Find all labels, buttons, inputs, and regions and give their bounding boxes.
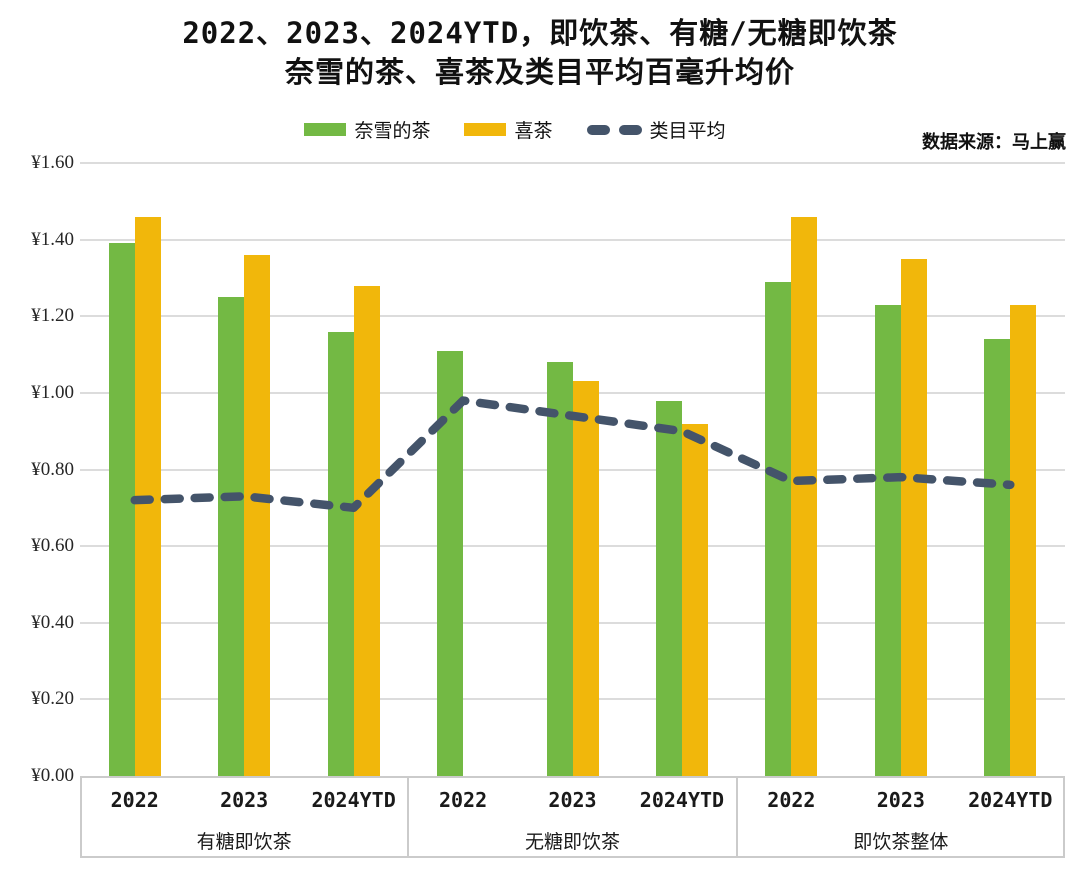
bar-naixue-2024YTD bbox=[984, 339, 1011, 776]
chart-title-line2: 奈雪的茶、喜茶及类目平均百毫升均价 bbox=[284, 55, 795, 89]
y-axis-tick-label: ¥1.60 bbox=[31, 152, 74, 173]
bar-heytea-2024YTD bbox=[681, 423, 708, 776]
x-axis-year-label: 2024YTD bbox=[968, 788, 1053, 812]
category-axis-divider bbox=[407, 776, 410, 858]
y-axis-tick-label: ¥1.40 bbox=[31, 228, 74, 250]
x-axis-year-label: 2022 bbox=[110, 788, 159, 812]
x-axis-year-label: 2024YTD bbox=[311, 788, 396, 812]
bar-naixue-2022 bbox=[108, 243, 135, 776]
chart-title-line1: 2022、2023、2024YTD，即饮茶、有糖/无糖即饮茶 bbox=[182, 16, 898, 50]
category-axis-box bbox=[80, 776, 1065, 858]
bar-naixue-2024YTD bbox=[327, 331, 354, 776]
bar-heytea-2024YTD bbox=[353, 285, 380, 776]
y-axis-tick-label: ¥0.20 bbox=[31, 688, 74, 710]
bar-naixue-2024YTD bbox=[655, 400, 682, 776]
x-axis-group-label: 有糖即饮茶 bbox=[196, 832, 292, 853]
x-axis-group-label: 即饮茶整体 bbox=[853, 832, 949, 853]
bar-naixue-2022 bbox=[437, 350, 464, 776]
gridline bbox=[80, 315, 1065, 318]
x-axis-year-label: 2022 bbox=[767, 788, 816, 812]
data-source-label: 数据来源：马上赢 bbox=[922, 132, 1066, 152]
x-axis-group-label: 无糖即饮茶 bbox=[524, 832, 620, 853]
legend-item-naixue: 奈雪的茶 bbox=[304, 116, 430, 143]
bar-heytea-2022 bbox=[134, 216, 161, 776]
y-axis-tick-label: ¥0.40 bbox=[31, 611, 74, 633]
legend: 奈雪的茶 喜茶 类目平均 bbox=[0, 116, 1030, 143]
legend-label-category-average: 类目平均 bbox=[649, 121, 726, 142]
y-axis-tick-label: ¥0.60 bbox=[31, 535, 74, 557]
bar-naixue-2023 bbox=[874, 304, 901, 776]
dashed-line-swatch-icon bbox=[586, 124, 642, 135]
legend-item-heytea: 喜茶 bbox=[464, 116, 553, 143]
heytea-color-swatch-icon bbox=[464, 123, 507, 136]
gridline bbox=[80, 162, 1065, 164]
y-axis-tick-label: ¥1.00 bbox=[31, 381, 74, 403]
y-axis-tick-label: ¥1.20 bbox=[31, 305, 74, 327]
legend-label-heytea: 喜茶 bbox=[514, 121, 553, 142]
y-axis-tick-label: ¥0.00 bbox=[31, 765, 74, 786]
x-axis-year-label: 2023 bbox=[220, 788, 269, 812]
bar-heytea-2023 bbox=[244, 254, 271, 776]
bar-naixue-2022 bbox=[765, 281, 792, 776]
y-axis-tick-label: ¥0.80 bbox=[31, 458, 74, 480]
x-axis-year-label: 2023 bbox=[876, 788, 925, 812]
bar-heytea-2024YTD bbox=[1010, 304, 1037, 776]
x-axis-year-label: 2022 bbox=[438, 788, 488, 812]
legend-label-naixue: 奈雪的茶 bbox=[354, 121, 431, 142]
chart-title: 2022、2023、2024YTD，即饮茶、有糖/无糖即饮茶 奈雪的茶、喜茶及类… bbox=[0, 14, 1080, 92]
category-axis-divider bbox=[735, 776, 738, 858]
bar-naixue-2023 bbox=[546, 362, 573, 776]
bar-heytea-2023 bbox=[572, 381, 599, 776]
x-axis-year-label: 2024YTD bbox=[639, 788, 725, 812]
x-axis-year-label: 2023 bbox=[548, 788, 597, 812]
gridline bbox=[80, 238, 1065, 241]
legend-item-category-average: 类目平均 bbox=[586, 116, 726, 143]
naixue-color-swatch-icon bbox=[304, 123, 347, 136]
bar-naixue-2023 bbox=[218, 297, 245, 776]
bar-heytea-2023 bbox=[900, 258, 927, 776]
bar-heytea-2022 bbox=[791, 216, 818, 776]
